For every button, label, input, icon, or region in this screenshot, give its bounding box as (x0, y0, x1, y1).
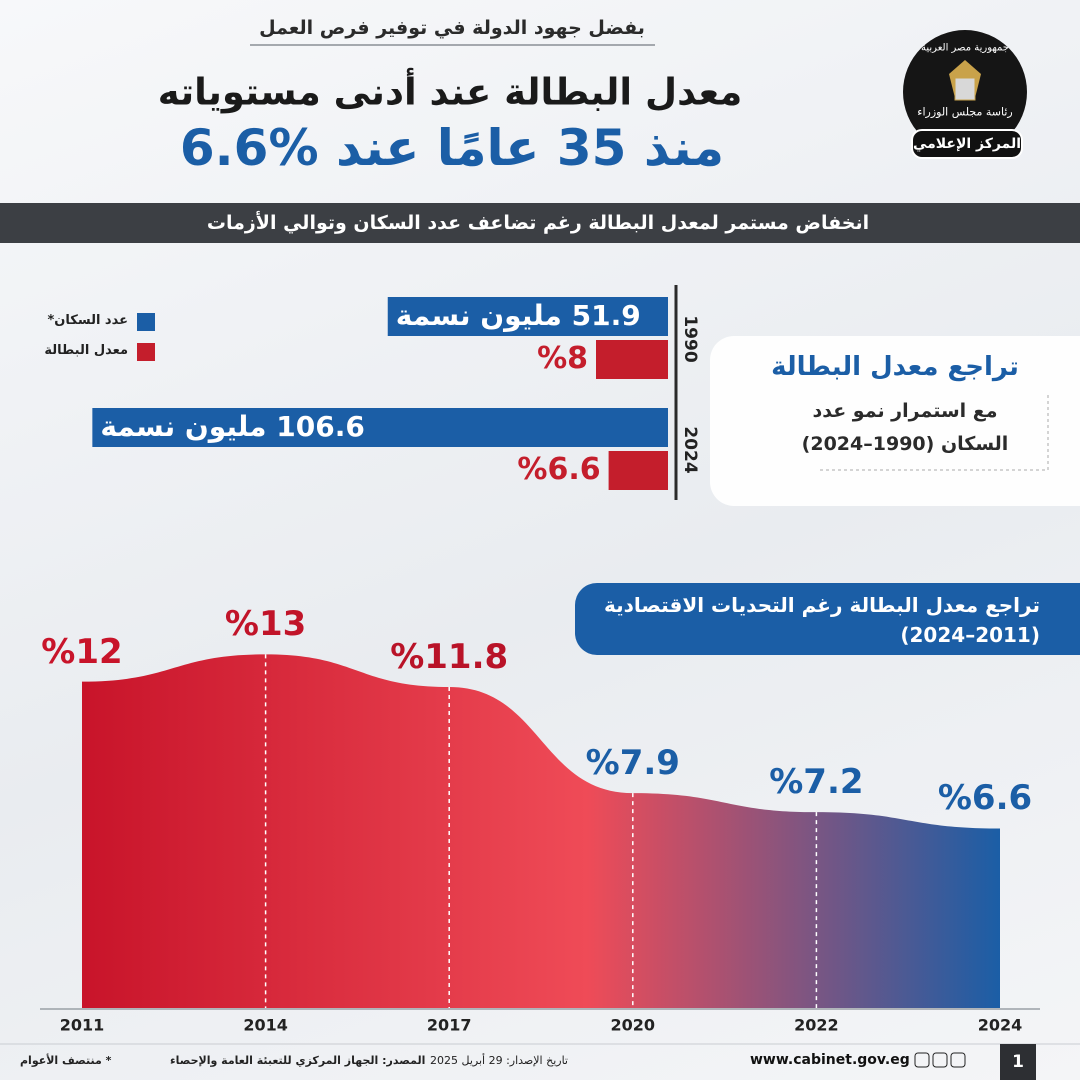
value-label: %7.9 (585, 743, 680, 784)
bar (608, 451, 668, 490)
x-tick-label: 2022 (794, 1015, 839, 1035)
value-label: %8 (537, 341, 588, 376)
title: معدل البطالة عند أدنى مستوياته (157, 70, 743, 114)
footer-date: تاريخ الإصدار: 29 أبريل 2025 (430, 1054, 568, 1067)
subtitle: منذ 35 عامًا عند %6.6 (179, 119, 725, 177)
value-label: %13 (224, 604, 307, 645)
banner-text: انخفاض مستمر لمعدل البطالة رغم تضاعف عدد… (206, 212, 870, 234)
kicker: بفضل جهود الدولة في توفير فرص العمل (259, 17, 645, 39)
value-label: %7.2 (769, 762, 864, 803)
logo-center: المركز الإعلامي (912, 136, 1022, 152)
social-icon[interactable] (914, 1052, 930, 1068)
logo-shield (954, 77, 976, 101)
category-label: 1990 (680, 315, 700, 363)
social-icon[interactable] (950, 1052, 966, 1068)
legend-swatch (137, 313, 155, 331)
value-label: %6.6 (937, 778, 1033, 819)
page-box (1000, 1044, 1036, 1080)
logo-country: جمهورية مصر العربية (921, 42, 1009, 54)
legend-label: عدد السكان* (47, 313, 129, 328)
bar (596, 340, 668, 379)
footer-note: * منتصف الأعوام (20, 1054, 112, 1067)
page-number: 1 (1012, 1052, 1024, 1072)
value-label: %11.8 (390, 637, 509, 678)
area (82, 654, 1000, 1008)
footer-website[interactable]: www.cabinet.gov.eg (750, 1052, 910, 1068)
bar (387, 297, 668, 336)
social-icon[interactable] (932, 1052, 948, 1068)
value-label: %6.6 (517, 452, 601, 487)
legend-label: معدل البطالة (44, 343, 128, 358)
x-tick-label: 2014 (243, 1015, 288, 1035)
logo-badge (911, 129, 1023, 159)
bar-chart-title: تراجع معدل البطالة (771, 352, 1019, 382)
footer-source: المصدر: الجهاز المركزي للتعبئة العامة وا… (170, 1054, 426, 1067)
category-label: 2024 (680, 426, 700, 474)
value-label: 106.6 مليون نسمة (100, 410, 365, 443)
area-title-box (575, 583, 1080, 655)
bar (92, 408, 669, 447)
banner-bar (0, 203, 1080, 243)
bar-chart-subtitle: مع استمرار نمو عدد السكان (1990–2024) (801, 400, 1009, 455)
x-tick-label: 2011 (59, 1015, 105, 1035)
x-tick-label: 2024 (977, 1015, 1023, 1035)
x-tick-label: 2020 (610, 1015, 656, 1035)
value-label: 51.9 مليون نسمة (395, 299, 641, 332)
side-box (710, 336, 1080, 506)
x-tick-label: 2017 (426, 1015, 472, 1035)
logo-cabinet: رئاسة مجلس الوزراء (917, 105, 1013, 119)
legend-swatch (137, 343, 155, 361)
area-chart-title: تراجع معدل البطالة رغم التحديات الاقتصاد… (603, 593, 1040, 647)
value-label: %12 (41, 631, 123, 672)
